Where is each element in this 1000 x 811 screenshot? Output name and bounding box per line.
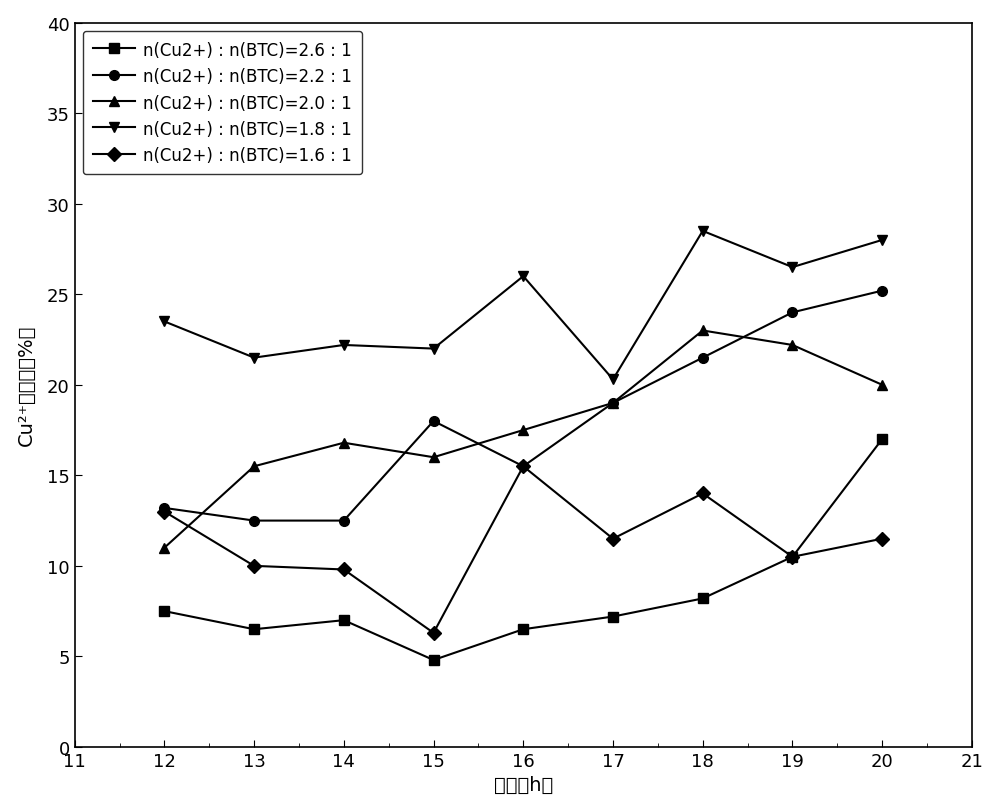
n(Cu2+) : n(BTC)=2.0 : 1: (12, 11): n(BTC)=2.0 : 1: (12, 11) — [158, 543, 170, 553]
n(Cu2+) : n(BTC)=2.2 : 1: (17, 19): n(BTC)=2.2 : 1: (17, 19) — [607, 398, 619, 408]
n(Cu2+) : n(BTC)=2.2 : 1: (18, 21.5): n(BTC)=2.2 : 1: (18, 21.5) — [697, 354, 709, 363]
n(Cu2+) : n(BTC)=1.8 : 1: (16, 26): n(BTC)=1.8 : 1: (16, 26) — [517, 272, 529, 281]
n(Cu2+) : n(BTC)=1.6 : 1: (12, 13): n(BTC)=1.6 : 1: (12, 13) — [158, 507, 170, 517]
n(Cu2+) : n(BTC)=1.6 : 1: (14, 9.8): n(BTC)=1.6 : 1: (14, 9.8) — [338, 565, 350, 575]
n(Cu2+) : n(BTC)=2.2 : 1: (16, 15.5): n(BTC)=2.2 : 1: (16, 15.5) — [517, 461, 529, 471]
n(Cu2+) : n(BTC)=1.6 : 1: (17, 11.5): n(BTC)=1.6 : 1: (17, 11.5) — [607, 534, 619, 544]
n(Cu2+) : n(BTC)=2.6 : 1: (12, 7.5): n(BTC)=2.6 : 1: (12, 7.5) — [158, 607, 170, 616]
n(Cu2+) : n(BTC)=2.6 : 1: (16, 6.5): n(BTC)=2.6 : 1: (16, 6.5) — [517, 624, 529, 634]
n(Cu2+) : n(BTC)=2.0 : 1: (20, 20): n(BTC)=2.0 : 1: (20, 20) — [876, 380, 888, 390]
n(Cu2+) : n(BTC)=2.0 : 1: (13, 15.5): n(BTC)=2.0 : 1: (13, 15.5) — [248, 461, 260, 471]
n(Cu2+) : n(BTC)=2.0 : 1: (17, 19): n(BTC)=2.0 : 1: (17, 19) — [607, 398, 619, 408]
n(Cu2+) : n(BTC)=2.2 : 1: (12, 13.2): n(BTC)=2.2 : 1: (12, 13.2) — [158, 504, 170, 513]
n(Cu2+) : n(BTC)=2.0 : 1: (14, 16.8): n(BTC)=2.0 : 1: (14, 16.8) — [338, 438, 350, 448]
n(Cu2+) : n(BTC)=1.6 : 1: (15, 6.3): n(BTC)=1.6 : 1: (15, 6.3) — [428, 629, 440, 638]
n(Cu2+) : n(BTC)=2.6 : 1: (18, 8.2): n(BTC)=2.6 : 1: (18, 8.2) — [697, 594, 709, 603]
n(Cu2+) : n(BTC)=1.6 : 1: (16, 15.5): n(BTC)=1.6 : 1: (16, 15.5) — [517, 461, 529, 471]
n(Cu2+) : n(BTC)=2.0 : 1: (15, 16): n(BTC)=2.0 : 1: (15, 16) — [428, 453, 440, 462]
n(Cu2+) : n(BTC)=1.6 : 1: (20, 11.5): n(BTC)=1.6 : 1: (20, 11.5) — [876, 534, 888, 544]
Line: n(Cu2+) : n(BTC)=2.6 : 1: n(Cu2+) : n(BTC)=2.6 : 1 — [160, 435, 887, 665]
Line: n(Cu2+) : n(BTC)=2.0 : 1: n(Cu2+) : n(BTC)=2.0 : 1 — [160, 326, 887, 553]
n(Cu2+) : n(BTC)=1.8 : 1: (13, 21.5): n(BTC)=1.8 : 1: (13, 21.5) — [248, 354, 260, 363]
n(Cu2+) : n(BTC)=2.2 : 1: (15, 18): n(BTC)=2.2 : 1: (15, 18) — [428, 417, 440, 427]
Line: n(Cu2+) : n(BTC)=2.2 : 1: n(Cu2+) : n(BTC)=2.2 : 1 — [160, 286, 887, 526]
n(Cu2+) : n(BTC)=2.2 : 1: (13, 12.5): n(BTC)=2.2 : 1: (13, 12.5) — [248, 516, 260, 526]
n(Cu2+) : n(BTC)=1.6 : 1: (18, 14): n(BTC)=1.6 : 1: (18, 14) — [697, 489, 709, 499]
n(Cu2+) : n(BTC)=1.6 : 1: (19, 10.5): n(BTC)=1.6 : 1: (19, 10.5) — [786, 552, 798, 562]
Line: n(Cu2+) : n(BTC)=1.6 : 1: n(Cu2+) : n(BTC)=1.6 : 1 — [160, 461, 887, 638]
n(Cu2+) : n(BTC)=2.6 : 1: (15, 4.8): n(BTC)=2.6 : 1: (15, 4.8) — [428, 655, 440, 665]
n(Cu2+) : n(BTC)=2.6 : 1: (14, 7): n(BTC)=2.6 : 1: (14, 7) — [338, 616, 350, 625]
n(Cu2+) : n(BTC)=1.8 : 1: (15, 22): n(BTC)=1.8 : 1: (15, 22) — [428, 345, 440, 354]
X-axis label: 时间（h）: 时间（h） — [494, 775, 553, 794]
n(Cu2+) : n(BTC)=2.2 : 1: (20, 25.2): n(BTC)=2.2 : 1: (20, 25.2) — [876, 286, 888, 296]
n(Cu2+) : n(BTC)=2.0 : 1: (18, 23): n(BTC)=2.0 : 1: (18, 23) — [697, 326, 709, 336]
n(Cu2+) : n(BTC)=2.6 : 1: (19, 10.5): n(BTC)=2.6 : 1: (19, 10.5) — [786, 552, 798, 562]
n(Cu2+) : n(BTC)=1.8 : 1: (19, 26.5): n(BTC)=1.8 : 1: (19, 26.5) — [786, 263, 798, 272]
n(Cu2+) : n(BTC)=2.6 : 1: (13, 6.5): n(BTC)=2.6 : 1: (13, 6.5) — [248, 624, 260, 634]
n(Cu2+) : n(BTC)=1.8 : 1: (20, 28): n(BTC)=1.8 : 1: (20, 28) — [876, 236, 888, 246]
n(Cu2+) : n(BTC)=2.2 : 1: (19, 24): n(BTC)=2.2 : 1: (19, 24) — [786, 308, 798, 318]
n(Cu2+) : n(BTC)=2.0 : 1: (16, 17.5): n(BTC)=2.0 : 1: (16, 17.5) — [517, 426, 529, 436]
n(Cu2+) : n(BTC)=2.2 : 1: (14, 12.5): n(BTC)=2.2 : 1: (14, 12.5) — [338, 516, 350, 526]
Legend: n(Cu2+) : n(BTC)=2.6 : 1, n(Cu2+) : n(BTC)=2.2 : 1, n(Cu2+) : n(BTC)=2.0 : 1, n(: n(Cu2+) : n(BTC)=2.6 : 1, n(Cu2+) : n(BT… — [83, 32, 362, 175]
Y-axis label: Cu²⁺去除率（%）: Cu²⁺去除率（%） — [17, 324, 36, 446]
n(Cu2+) : n(BTC)=2.0 : 1: (19, 22.2): n(BTC)=2.0 : 1: (19, 22.2) — [786, 341, 798, 350]
n(Cu2+) : n(BTC)=2.6 : 1: (17, 7.2): n(BTC)=2.6 : 1: (17, 7.2) — [607, 612, 619, 622]
Line: n(Cu2+) : n(BTC)=1.8 : 1: n(Cu2+) : n(BTC)=1.8 : 1 — [160, 227, 887, 384]
n(Cu2+) : n(BTC)=1.8 : 1: (18, 28.5): n(BTC)=1.8 : 1: (18, 28.5) — [697, 227, 709, 237]
n(Cu2+) : n(BTC)=1.8 : 1: (12, 23.5): n(BTC)=1.8 : 1: (12, 23.5) — [158, 317, 170, 327]
n(Cu2+) : n(BTC)=1.8 : 1: (17, 20.3): n(BTC)=1.8 : 1: (17, 20.3) — [607, 375, 619, 384]
n(Cu2+) : n(BTC)=2.6 : 1: (20, 17): n(BTC)=2.6 : 1: (20, 17) — [876, 435, 888, 444]
n(Cu2+) : n(BTC)=1.8 : 1: (14, 22.2): n(BTC)=1.8 : 1: (14, 22.2) — [338, 341, 350, 350]
n(Cu2+) : n(BTC)=1.6 : 1: (13, 10): n(BTC)=1.6 : 1: (13, 10) — [248, 561, 260, 571]
